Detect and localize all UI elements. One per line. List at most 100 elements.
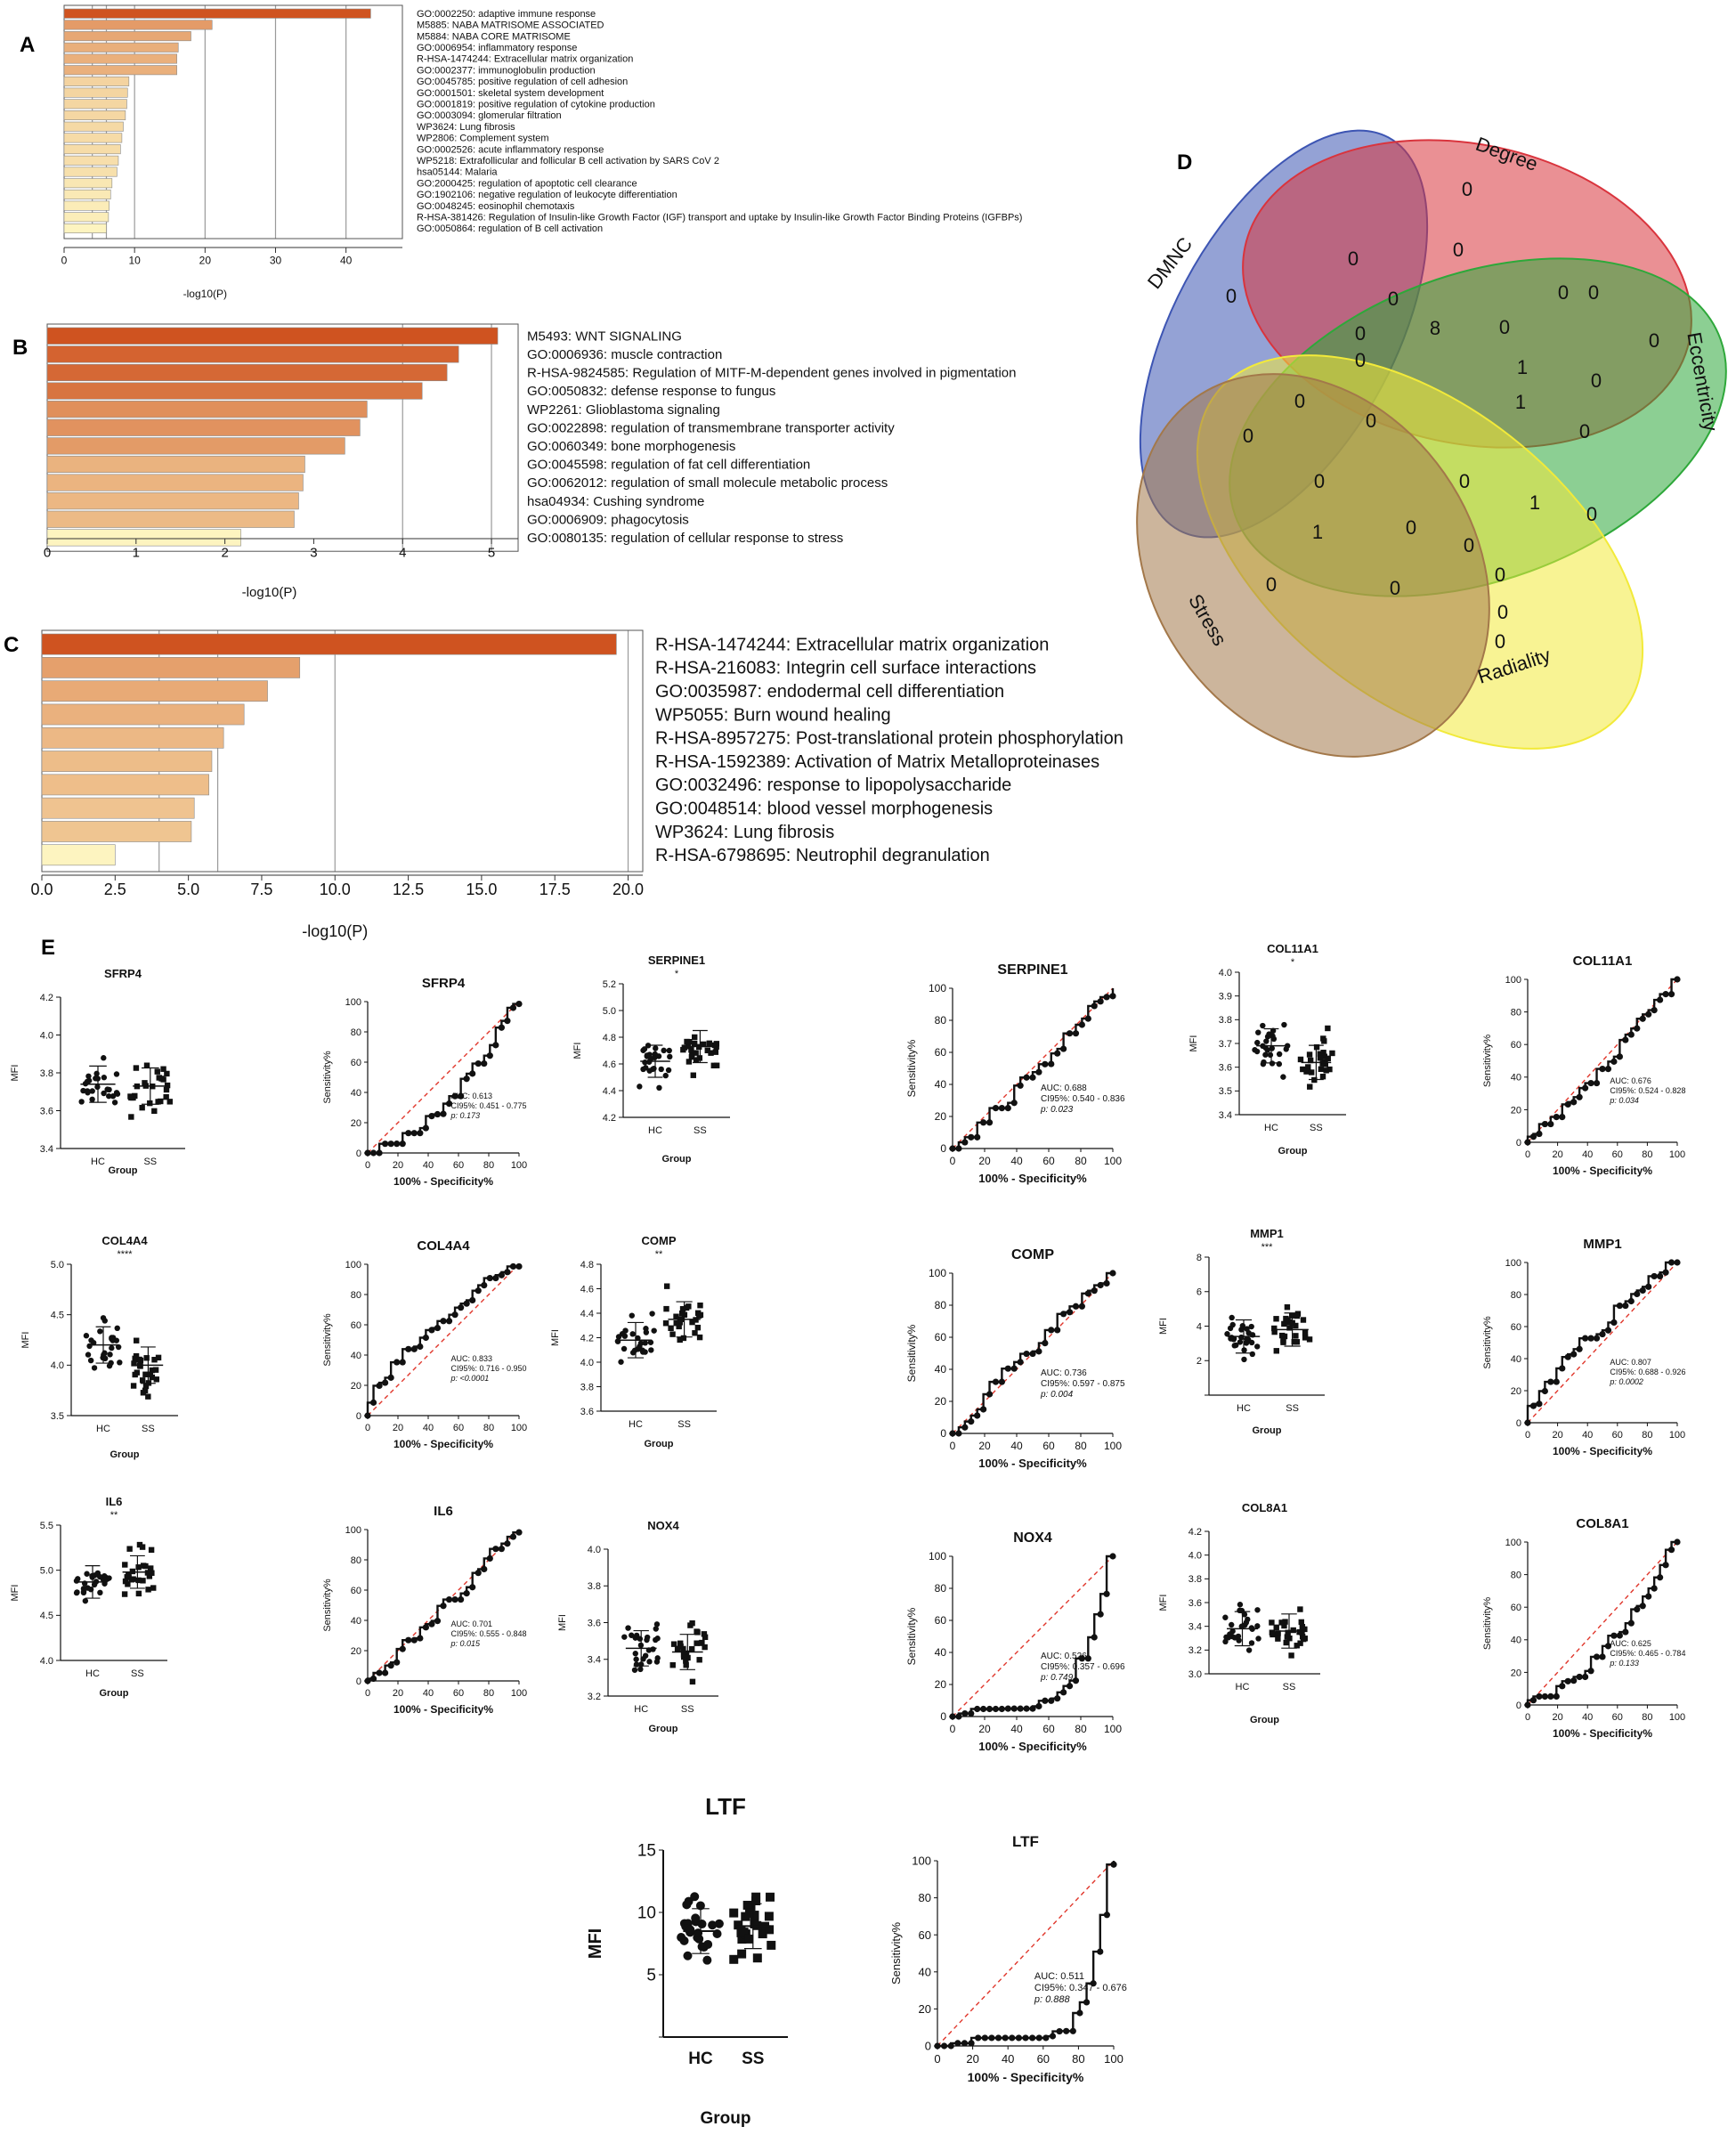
- bar-label: GO:0048245: eosinophil chemotaxis: [417, 201, 575, 212]
- group-label-hc: HC: [1236, 1682, 1250, 1692]
- panel-letter-b: B: [12, 336, 28, 360]
- bar-label: GO:0045598: regulation of fat cell diffe…: [527, 458, 810, 473]
- x-axis-label: Group: [110, 1449, 140, 1460]
- data-point: [693, 1057, 700, 1063]
- y-tick-label: 3.8: [1188, 1574, 1202, 1585]
- group-label-ss: SS: [677, 1419, 691, 1430]
- roc-point: [1042, 1060, 1049, 1067]
- roc-point: [1667, 1259, 1675, 1266]
- y-tick-label: 0: [356, 1411, 361, 1422]
- x-tick-label: 100: [511, 1688, 527, 1699]
- y-tick-label: 5.2: [603, 979, 616, 990]
- scatter-plot-col11a1: COL11A1 * 3.4 3.5 3.6 3.7 3.8 3.9 4.0 MFI HC SS Grou…: [1188, 942, 1346, 1157]
- roc-ci: CI95%: 0.555 - 0.848: [451, 1629, 527, 1638]
- roc-point: [1103, 1912, 1110, 1919]
- data-point: [1285, 1629, 1291, 1636]
- roc-point: [486, 1274, 493, 1282]
- x-tick-label: 1: [133, 545, 140, 560]
- y-tick-label: 5.0: [40, 1566, 53, 1577]
- data-point: [1276, 1060, 1283, 1067]
- data-point: [758, 1929, 767, 1939]
- data-point: [128, 1577, 134, 1583]
- roc-point: [364, 1677, 371, 1684]
- venn-count: 0: [1314, 470, 1325, 492]
- roc-plot-col11a1: COL11A1 00 20 20 40 40 60 60 80 80 100 100 100% - Sp…: [1482, 954, 1685, 1177]
- group-label-ss: SS: [142, 1424, 155, 1434]
- y-tick-label: 100: [345, 1525, 361, 1536]
- scatter-title: NOX4: [647, 1519, 679, 1532]
- data-point: [147, 1371, 153, 1377]
- x-axis-label: -log10(P): [302, 922, 368, 940]
- bar-label: GO:0062012: regulation of small molecule…: [527, 475, 888, 491]
- y-axis-label: MFI: [1158, 1318, 1169, 1335]
- roc-point: [968, 1133, 975, 1140]
- roc-point: [1616, 1302, 1623, 1310]
- roc-point: [1587, 1079, 1594, 1087]
- bar: [63, 200, 110, 211]
- roc-point: [1662, 1562, 1669, 1569]
- venn-count: 0: [1366, 410, 1376, 432]
- y-tick-label: 4.0: [588, 1545, 601, 1555]
- roc-point: [1084, 1290, 1091, 1297]
- bar-label: GO:0048514: blood vessel morphogenesis: [655, 800, 993, 819]
- roc-point: [998, 1705, 1005, 1713]
- roc-point: [1559, 1365, 1566, 1372]
- roc-point: [399, 1359, 406, 1366]
- x-tick-label: 60: [453, 1423, 464, 1433]
- data-point: [132, 1355, 138, 1362]
- y-tick-label: 60: [1511, 1322, 1521, 1333]
- data-point: [131, 1360, 137, 1367]
- data-point: [143, 1062, 150, 1068]
- data-point: [713, 1041, 720, 1047]
- y-tick-label: 80: [935, 1299, 947, 1311]
- roc-point: [1645, 1593, 1652, 1600]
- x-tick-label: 60: [1612, 1712, 1623, 1723]
- data-point: [621, 1345, 628, 1352]
- data-point: [150, 1585, 157, 1591]
- data-point: [1319, 1074, 1326, 1080]
- bar: [46, 345, 459, 363]
- roc-point: [364, 1149, 371, 1157]
- bar: [46, 363, 448, 382]
- group-label-hc: HC: [91, 1157, 105, 1167]
- y-tick-label: 4.6: [603, 1059, 616, 1070]
- bar: [63, 31, 191, 42]
- roc-point: [980, 1119, 987, 1126]
- x-tick-label: 20: [393, 1423, 403, 1433]
- y-axis-label: MFI: [557, 1614, 568, 1631]
- data-point: [1326, 1066, 1333, 1073]
- roc-ci: CI95%: 0.357 - 0.696: [1041, 1662, 1125, 1672]
- data-point: [1224, 1331, 1230, 1337]
- bar-chart-b: M5493: WNT SIGNALING GO:0006936: muscle c…: [44, 323, 1016, 600]
- data-point: [742, 1900, 752, 1910]
- roc-point: [1541, 1692, 1548, 1701]
- bar-label: GO:0006909: phagocytosis: [527, 512, 689, 527]
- roc-point: [1002, 2034, 1009, 2042]
- y-tick-label: 3.4: [588, 1655, 601, 1666]
- bar-label: GO:0001819: positive regulation of cytok…: [417, 99, 655, 110]
- data-point: [142, 1371, 149, 1377]
- roc-point: [1593, 1079, 1601, 1087]
- data-point: [685, 1925, 695, 1935]
- roc-point: [1060, 1045, 1067, 1052]
- data-point: [1222, 1614, 1229, 1620]
- data-point: [1321, 1038, 1327, 1044]
- data-point: [142, 1387, 149, 1393]
- roc-point: [1029, 1074, 1036, 1081]
- data-point: [764, 1912, 774, 1921]
- roc-auc: AUC: 0.736: [1041, 1368, 1087, 1378]
- roc-point: [1035, 2034, 1042, 2042]
- data-point: [93, 1076, 99, 1082]
- roc-point: [451, 1311, 458, 1319]
- bar: [63, 76, 130, 86]
- roc-auc: AUC: 0.625: [1610, 1639, 1651, 1648]
- bar-label: GO:0002250: adaptive immune response: [417, 9, 596, 20]
- roc-point: [1627, 1297, 1635, 1305]
- roc-point: [399, 1645, 406, 1652]
- x-tick-label: 60: [453, 1688, 464, 1699]
- roc-point: [1651, 1585, 1658, 1592]
- roc-point: [1553, 1692, 1560, 1701]
- data-point: [101, 1090, 107, 1097]
